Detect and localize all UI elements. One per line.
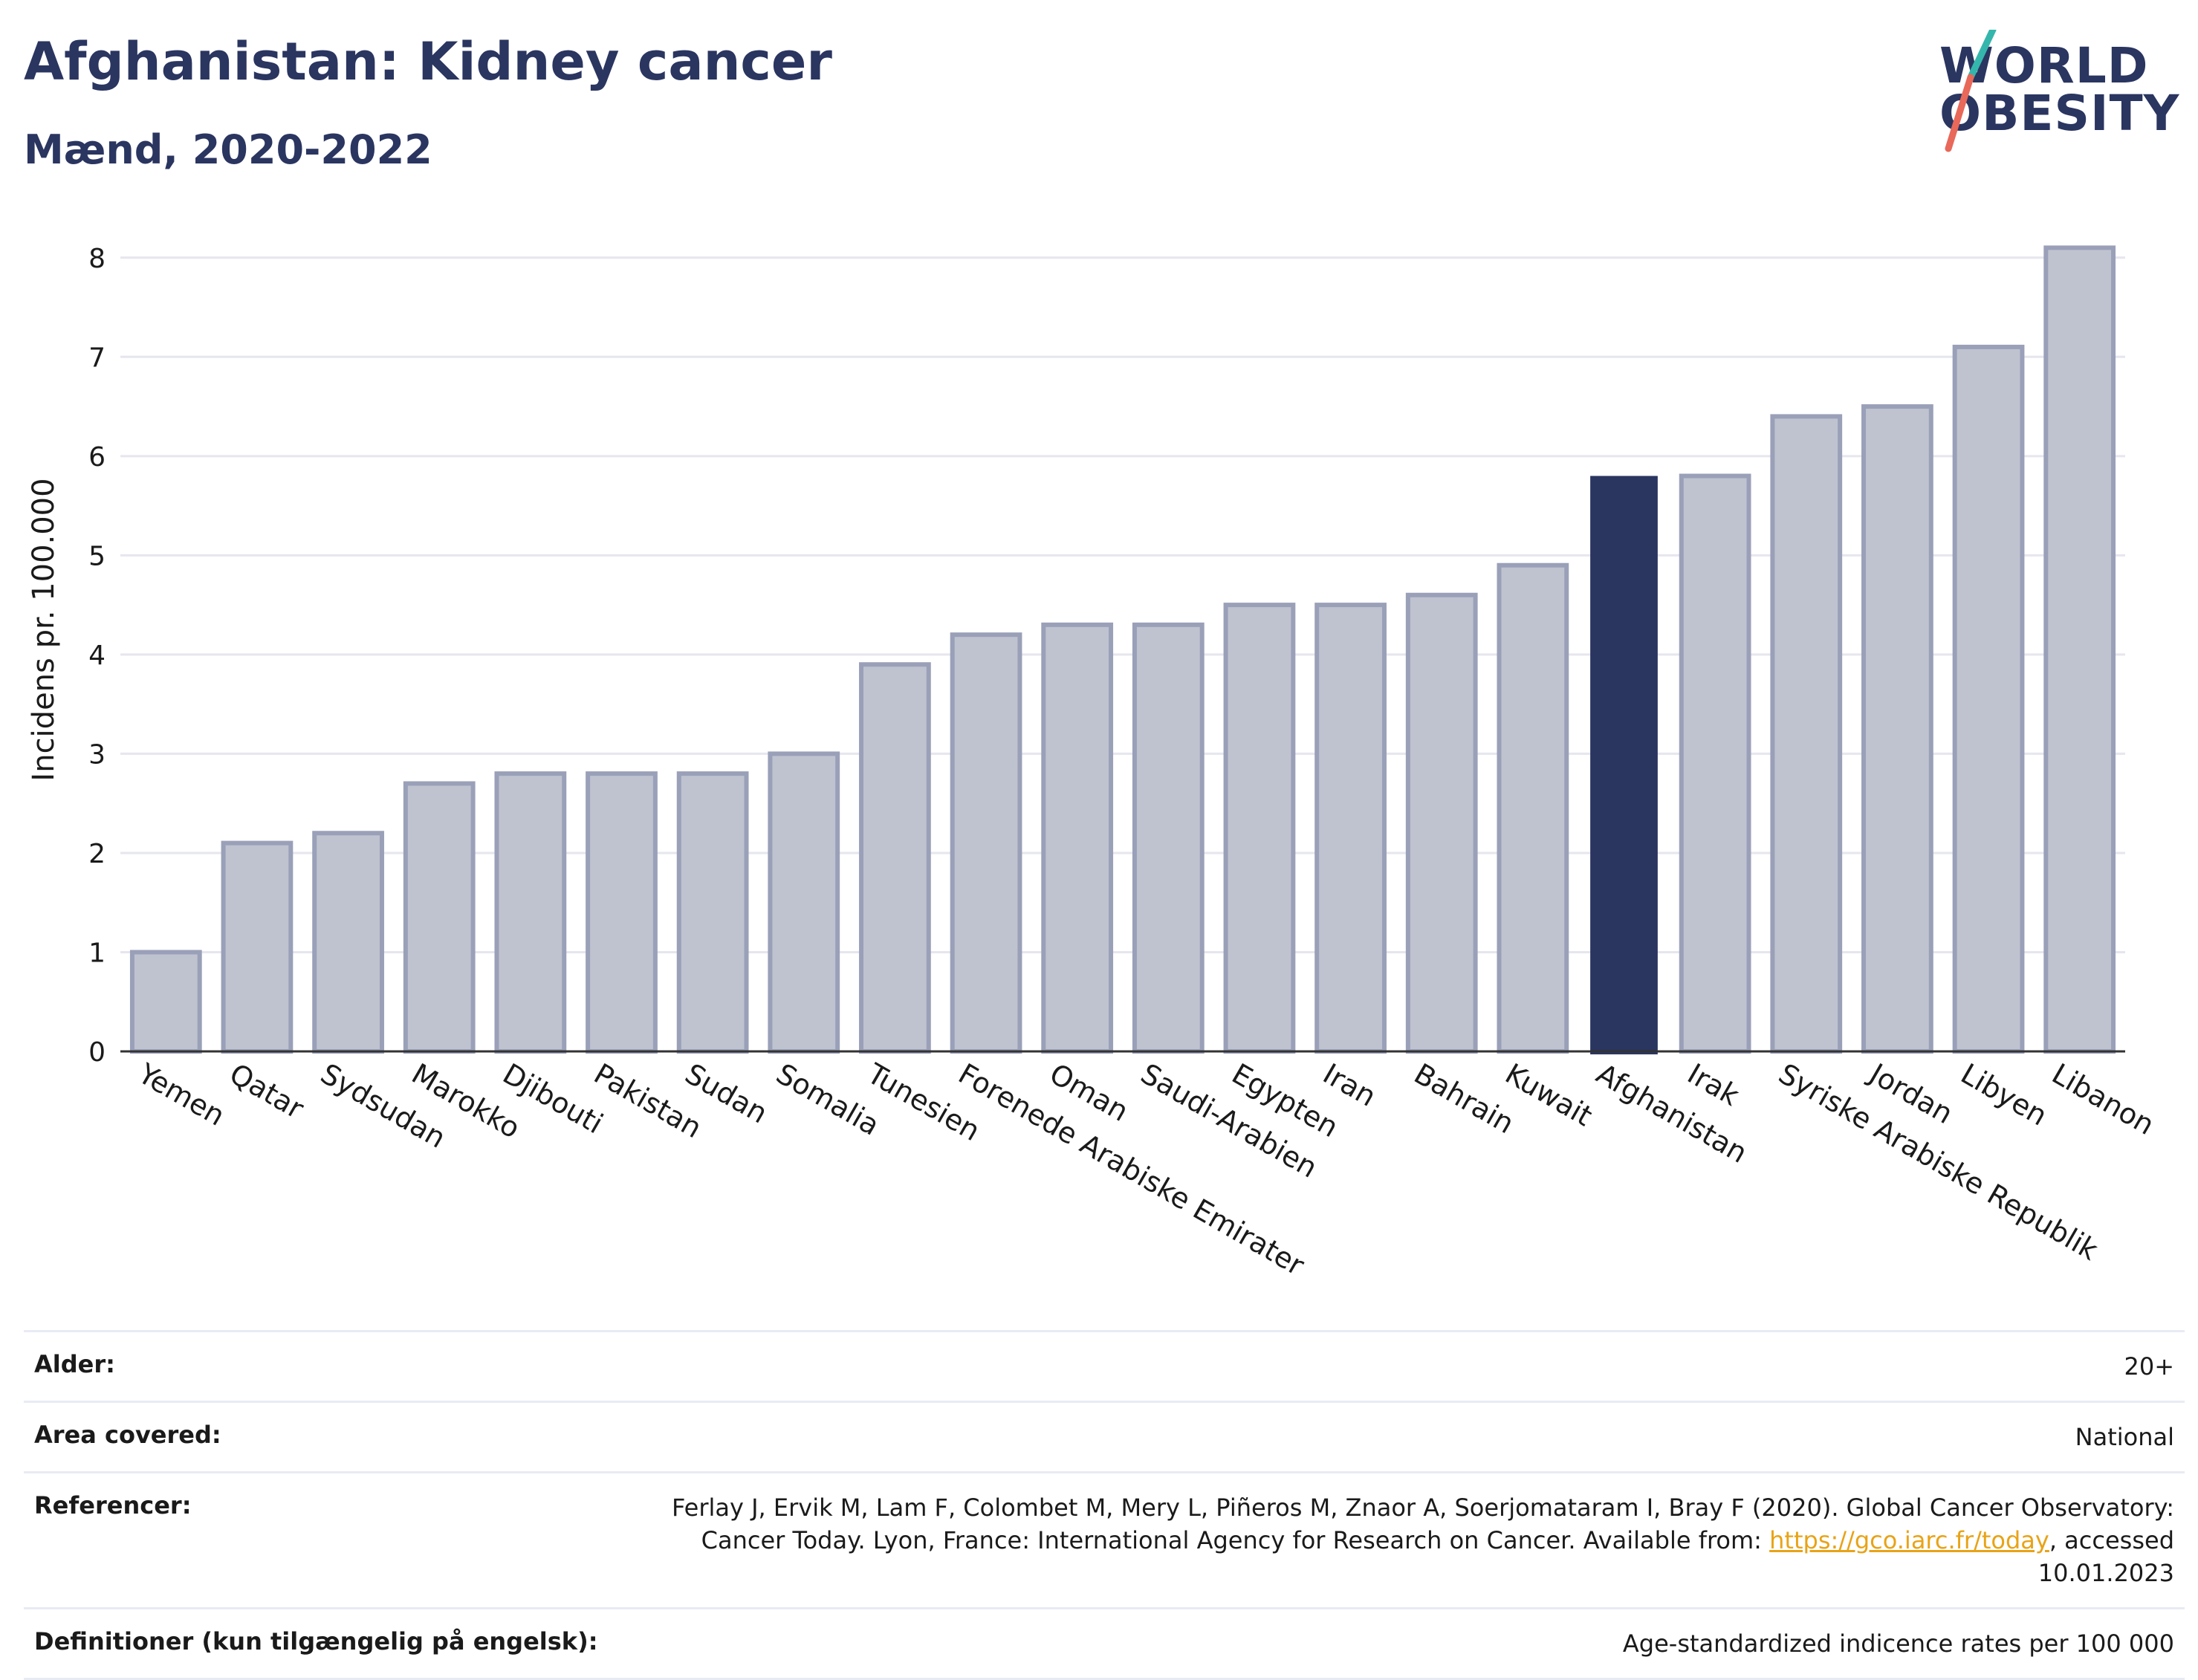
- meta-row-area: Area covered: National: [24, 1401, 2185, 1471]
- y-axis-label: Incidens pr. 100.000: [27, 478, 61, 781]
- bar-djibouti: [494, 771, 567, 1054]
- x-tick-label: Iran: [1317, 1057, 1381, 1113]
- bar-egypten: [1223, 603, 1296, 1054]
- bar-bahrain: [1405, 592, 1478, 1054]
- meta-value: Age-standardized indicence rates per 100…: [1622, 1629, 2174, 1658]
- x-tick-label: Yemen: [132, 1057, 230, 1132]
- bar-saudi-arabien: [1132, 622, 1205, 1054]
- x-tick-label: Libanon: [2046, 1057, 2159, 1141]
- bar-marokko: [403, 781, 476, 1054]
- x-tick-label: Irak: [1682, 1057, 1745, 1112]
- chart-title: Afghanistan: Kidney cancer: [24, 31, 832, 92]
- bar-kuwait: [1497, 562, 1569, 1054]
- logo-slash-icon: [1945, 30, 1997, 152]
- bar-jordan: [1861, 404, 1933, 1054]
- x-tick-label: Somalia: [771, 1057, 885, 1142]
- x-tick-label: Qatar: [224, 1057, 309, 1126]
- reference-text: Ferlay J, Ervik M, Lam F, Colombet M, Me…: [672, 1493, 2174, 1554]
- logo-line-2: OBESITY: [1939, 85, 2180, 142]
- x-tick-label: Kuwait: [1500, 1057, 1598, 1133]
- bar-irak: [1679, 473, 1751, 1054]
- reference-suffix: , accessed 10.01.2023: [2037, 1526, 2174, 1587]
- y-tick-label: 8: [88, 244, 106, 274]
- y-tick-label: 2: [88, 839, 106, 869]
- bar-qatar: [221, 840, 294, 1054]
- bar-libyen: [1952, 344, 2025, 1054]
- meta-label: Area covered:: [34, 1421, 221, 1449]
- meta-label: Referencer:: [34, 1491, 192, 1520]
- chart-subtitle: Mænd, 2020-2022: [24, 126, 432, 173]
- bar-forenede-arabiske-emirater: [950, 632, 1022, 1054]
- reference-link[interactable]: https://gco.iarc.fr/today: [1769, 1526, 2049, 1554]
- bar-iran: [1314, 603, 1387, 1054]
- y-tick-label: 3: [88, 739, 106, 770]
- meta-label: Definitioner (kun tilgængelig på engelsk…: [34, 1627, 598, 1655]
- bar-tunesien: [859, 662, 931, 1054]
- bar-libanon: [2043, 245, 2116, 1054]
- world-obesity-logo: WORLD OBESITY: [1939, 30, 2185, 163]
- y-tick-label: 4: [88, 640, 106, 671]
- meta-row-references: Referencer: Ferlay J, Ervik M, Lam F, Co…: [24, 1471, 2185, 1607]
- metadata-table: Alder: 20+ Area covered: National Refere…: [24, 1330, 2185, 1680]
- bar-oman: [1041, 622, 1114, 1054]
- y-tick-label: 5: [88, 541, 106, 571]
- y-tick-label: 6: [88, 442, 106, 473]
- bar-syriske-arabiske-republik: [1770, 414, 1843, 1054]
- y-tick-label: 0: [88, 1037, 106, 1068]
- x-tick-label: Libyen: [1956, 1057, 2053, 1132]
- meta-label: Alder:: [34, 1350, 115, 1378]
- meta-value: Ferlay J, Ervik M, Lam F, Colombet M, Me…: [599, 1491, 2174, 1589]
- bar-sydsudan: [312, 831, 384, 1054]
- meta-value: 20+: [2124, 1352, 2174, 1381]
- bar-yemen: [129, 950, 202, 1054]
- y-tick-label: 7: [88, 343, 106, 373]
- meta-row-definitions: Definitioner (kun tilgængelig på engelsk…: [24, 1607, 2185, 1680]
- bar-sudan: [676, 771, 749, 1054]
- bar-afghanistan: [1590, 476, 1658, 1054]
- meta-row-age: Alder: 20+: [24, 1330, 2185, 1401]
- bar-somalia: [768, 751, 840, 1054]
- bar-pakistan: [586, 771, 658, 1054]
- x-tick-label: Bahrain: [1409, 1057, 1520, 1141]
- y-tick-label: 1: [88, 938, 106, 968]
- meta-value: National: [2075, 1423, 2174, 1451]
